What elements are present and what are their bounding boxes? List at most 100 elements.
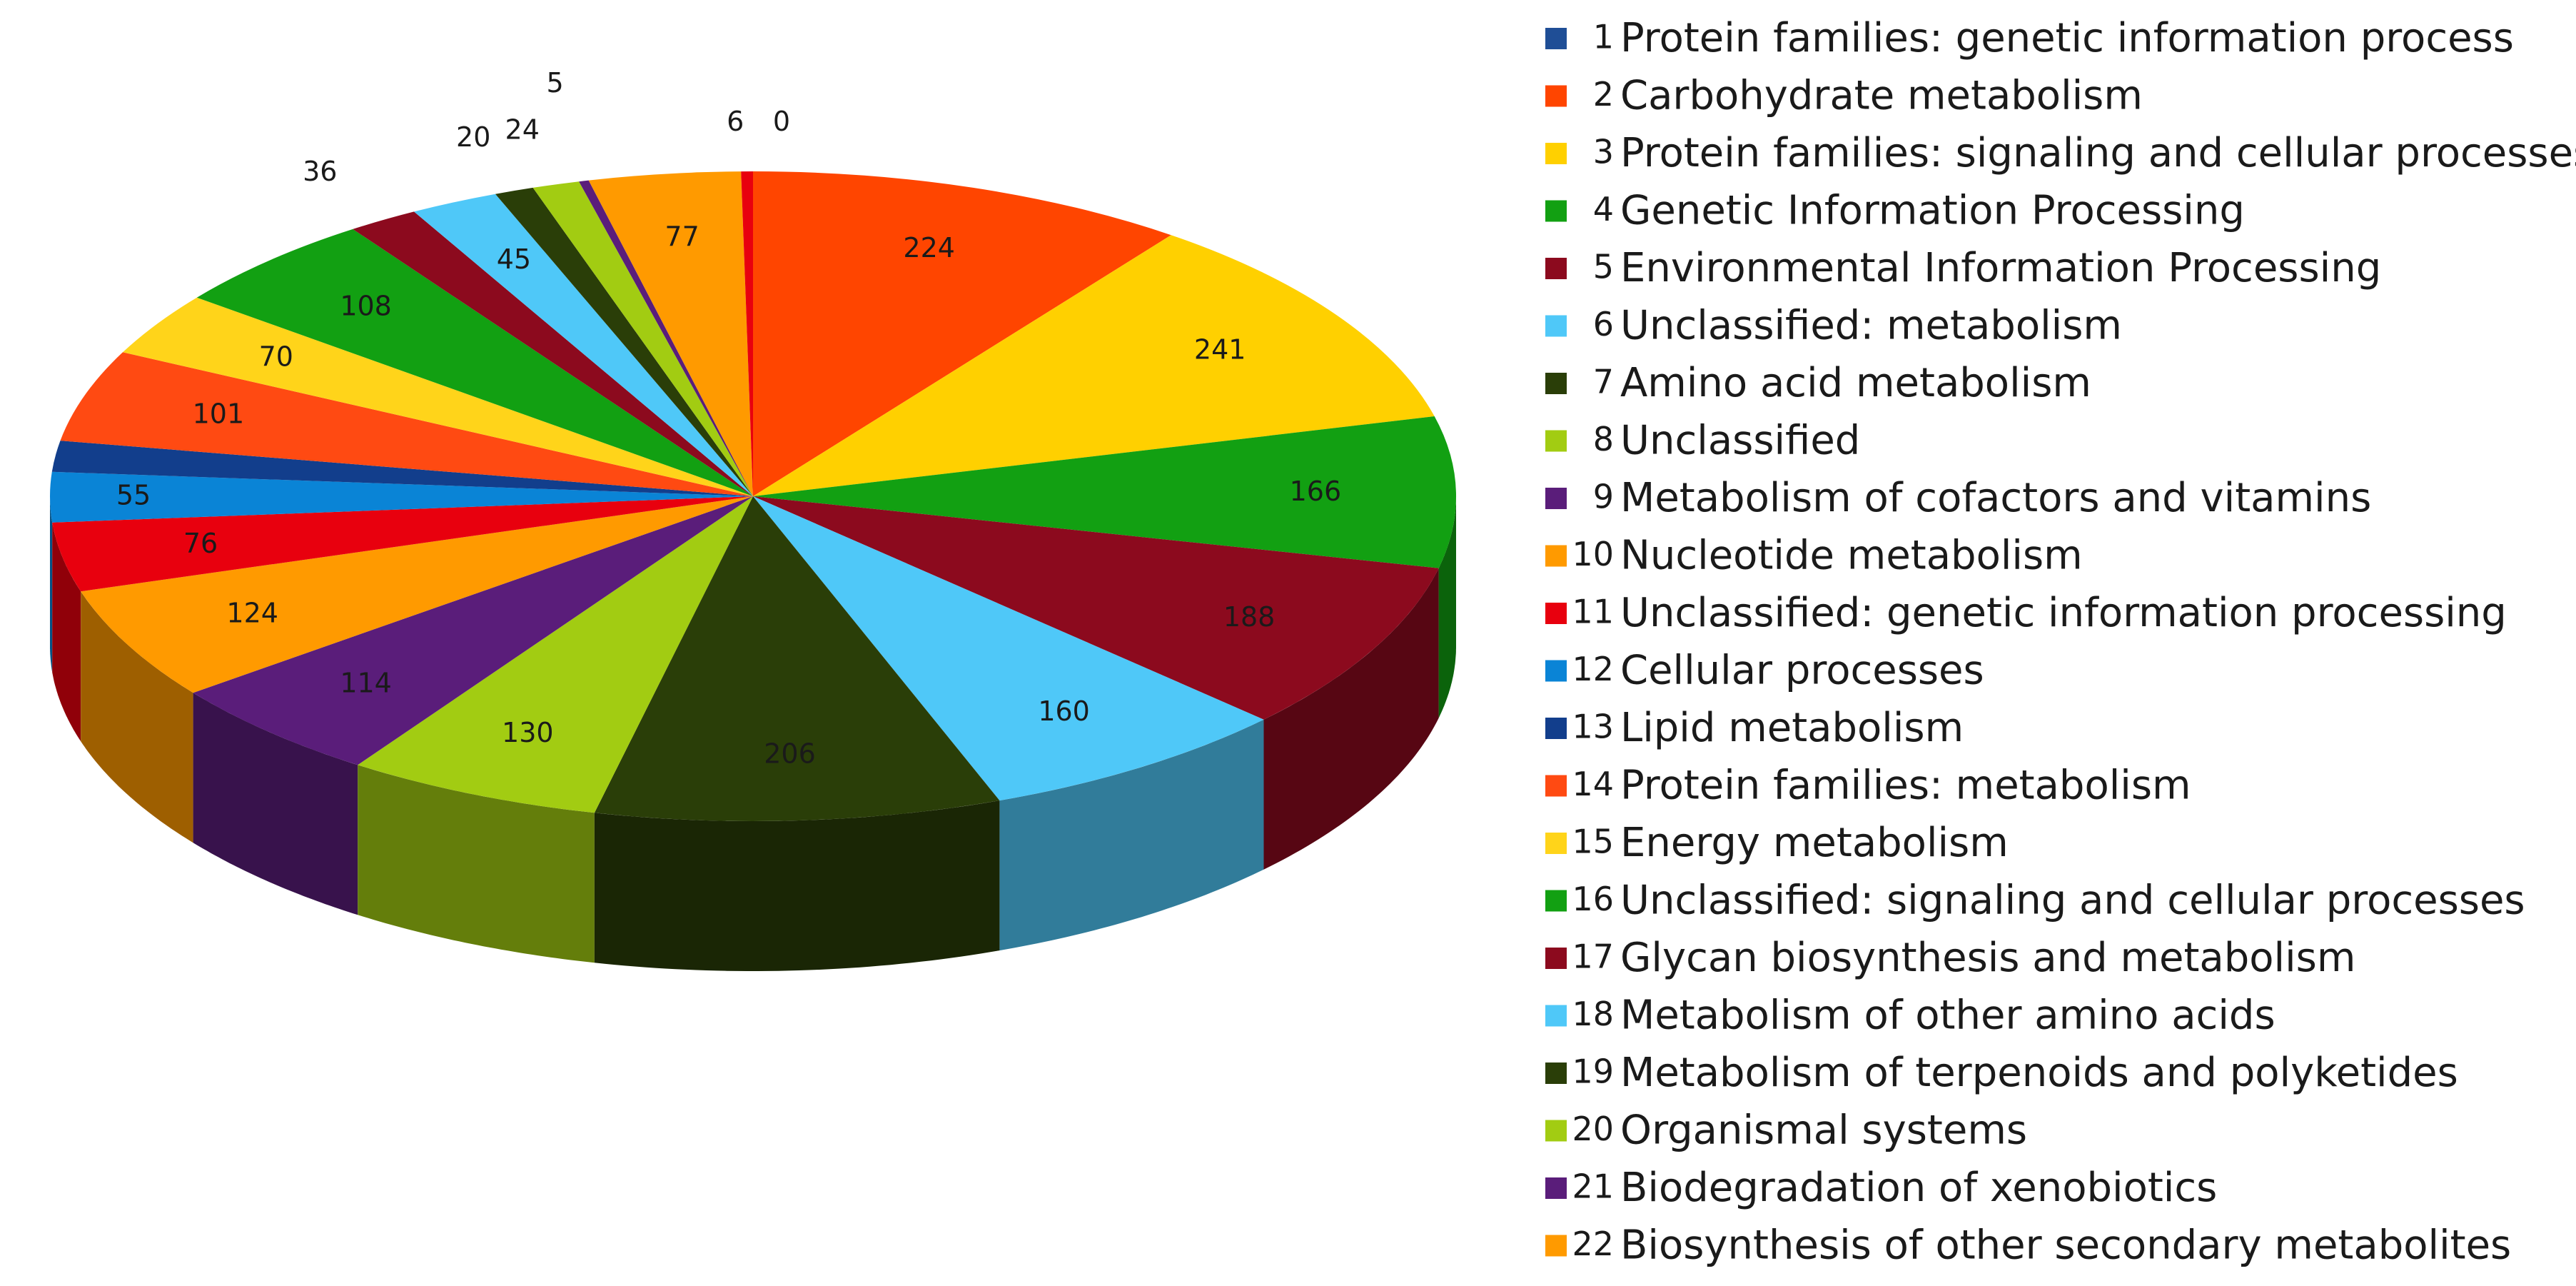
pie-slice-7 (594, 496, 1000, 822)
legend-label-21: Biodegradation of xenobiotics (1620, 1165, 2217, 1211)
pie-side-6 (999, 719, 1264, 951)
data-label-22: 77 (665, 221, 699, 252)
legend-number-8: 8 (1593, 420, 1614, 458)
legend-number-20: 20 (1572, 1110, 1614, 1148)
pie-slice-8 (358, 496, 753, 813)
pie-data-labels: 0224241166188160206130114124765534101701… (116, 67, 1341, 770)
legend-number-11: 11 (1572, 593, 1614, 631)
pie-slice-15 (123, 297, 753, 496)
legend-swatch-6 (1545, 315, 1567, 337)
legend-label-5: Environmental Information Processing (1620, 245, 2381, 291)
legend-swatch-2 (1545, 85, 1567, 107)
legend-swatch-10 (1545, 545, 1567, 567)
data-label-17: 36 (303, 156, 337, 187)
data-label-9: 114 (340, 668, 392, 699)
legend-number-15: 15 (1572, 823, 1614, 861)
legend-swatch-22 (1545, 1235, 1567, 1257)
legend-number-17: 17 (1572, 938, 1614, 976)
legend-number-4: 4 (1593, 190, 1614, 228)
legend-label-7: Amino acid metabolism (1620, 360, 2091, 406)
legend-swatch-5 (1545, 258, 1567, 279)
legend-label-22: Biosynthesis of other secondary metaboli… (1620, 1222, 2511, 1269)
pie-slice-2 (753, 171, 1171, 496)
pie-side-4 (1438, 496, 1456, 718)
data-label-3: 241 (1194, 334, 1246, 366)
pie-slice-5 (753, 496, 1439, 720)
legend-number-7: 7 (1593, 363, 1614, 401)
legend-label-15: Energy metabolism (1620, 820, 2009, 866)
pie-slice-22 (588, 171, 753, 496)
pie-slice-6 (753, 496, 1264, 801)
legend-swatch-18 (1545, 1005, 1567, 1027)
legend-swatch-4 (1545, 200, 1567, 222)
legend-swatch-14 (1545, 775, 1567, 797)
legend-label-8: Unclassified (1620, 418, 1860, 464)
legend-number-9: 9 (1593, 478, 1614, 516)
pie-slice-19 (495, 187, 753, 496)
legend-label-1: Protein families: genetic information pr… (1620, 15, 2514, 61)
pie-side-9 (193, 693, 358, 915)
legend-swatch-9 (1545, 488, 1567, 509)
legend-number-16: 16 (1572, 880, 1614, 918)
legend: 1 Protein families: genetic information p… (1545, 15, 2576, 1269)
legend-swatch-11 (1545, 603, 1567, 624)
data-label-20: 24 (505, 114, 540, 146)
legend-number-22: 22 (1572, 1225, 1614, 1263)
data-label-6: 160 (1038, 695, 1090, 727)
legend-label-10: Nucleotide metabolism (1620, 533, 2083, 579)
legend-swatch-21 (1545, 1177, 1567, 1199)
legend-number-5: 5 (1593, 248, 1614, 286)
pie-top-face (49, 171, 1457, 822)
data-label-2: 224 (903, 232, 955, 263)
legend-number-14: 14 (1572, 765, 1614, 803)
pie-slice-11 (52, 496, 753, 592)
pie-slice-12 (49, 471, 754, 523)
legend-label-9: Metabolism of cofactors and vitamins (1620, 475, 2371, 521)
data-label-19: 20 (456, 121, 490, 153)
pie-side-10 (81, 591, 193, 843)
legend-swatch-13 (1545, 718, 1567, 739)
legend-label-4: Genetic Information Processing (1620, 188, 2245, 234)
pie-slice-9 (193, 496, 754, 765)
pie-side-12 (50, 496, 53, 673)
pie-slice-17 (353, 211, 753, 496)
data-label-1: 0 (773, 106, 790, 137)
data-label-23: 6 (727, 106, 744, 137)
legend-label-19: Metabolism of terpenoids and polyketides (1620, 1050, 2458, 1096)
legend-number-13: 13 (1572, 708, 1614, 746)
legend-swatch-17 (1545, 948, 1567, 969)
data-label-21: 5 (547, 67, 564, 99)
pie-slice-21 (579, 180, 753, 496)
pie-slice-14 (60, 352, 753, 496)
data-label-5: 188 (1223, 601, 1276, 633)
pie-side-8 (358, 765, 595, 963)
legend-swatch-3 (1545, 143, 1567, 164)
pie-slice-16 (196, 228, 753, 496)
legend-number-10: 10 (1572, 535, 1614, 573)
legend-swatch-8 (1545, 430, 1567, 452)
legend-number-3: 3 (1593, 133, 1614, 171)
data-label-8: 130 (502, 717, 554, 748)
legend-number-21: 21 (1572, 1167, 1614, 1206)
data-label-15: 70 (259, 341, 293, 373)
legend-label-20: Organismal systems (1620, 1107, 2027, 1154)
pie-slice-10 (81, 496, 753, 693)
legend-label-16: Unclassified: signaling and cellular pro… (1620, 878, 2525, 924)
pie-slice-3 (753, 235, 1435, 496)
pie-slice-18 (414, 194, 753, 496)
legend-number-12: 12 (1572, 650, 1614, 688)
data-label-10: 124 (226, 597, 278, 628)
legend-swatch-7 (1545, 373, 1567, 394)
legend-number-1: 1 (1593, 18, 1614, 56)
pie-slice-13 (51, 441, 754, 496)
pie-slice-4 (753, 416, 1457, 568)
legend-number-2: 2 (1593, 75, 1614, 114)
data-label-16: 108 (340, 290, 392, 321)
legend-swatch-15 (1545, 833, 1567, 854)
legend-label-3: Protein families: signaling and cellular… (1620, 130, 2576, 176)
data-label-18: 45 (497, 243, 531, 275)
data-label-12: 55 (116, 480, 151, 511)
data-label-11: 76 (183, 528, 218, 559)
legend-label-12: Cellular processes (1620, 648, 1984, 694)
legend-label-11: Unclassified: genetic information proces… (1620, 590, 2507, 636)
